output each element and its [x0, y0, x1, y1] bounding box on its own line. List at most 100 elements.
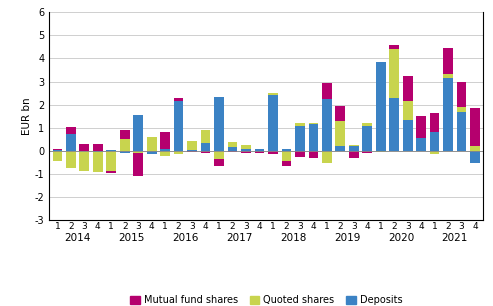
Bar: [187, 150, 197, 151]
Bar: [403, 76, 413, 101]
Bar: [335, 106, 345, 121]
Bar: [389, 49, 399, 98]
Bar: [201, 143, 211, 151]
Bar: [187, 140, 197, 150]
Bar: [106, 150, 116, 151]
Bar: [443, 73, 453, 78]
Bar: [120, 151, 130, 153]
Bar: [174, 98, 183, 101]
Bar: [430, 113, 439, 132]
Bar: [335, 146, 345, 151]
Bar: [389, 98, 399, 151]
Bar: [241, 149, 251, 151]
Text: 2017: 2017: [226, 233, 252, 243]
Bar: [187, 151, 197, 152]
Bar: [268, 95, 278, 151]
Bar: [214, 159, 224, 166]
Bar: [201, 130, 211, 143]
Y-axis label: EUR bn: EUR bn: [22, 98, 32, 135]
Bar: [160, 149, 170, 151]
Text: 2016: 2016: [172, 233, 199, 243]
Bar: [79, 151, 89, 171]
Bar: [457, 107, 466, 112]
Bar: [295, 123, 305, 125]
Legend: Mutual fund shares, Quoted shares, Deposits: Mutual fund shares, Quoted shares, Depos…: [126, 291, 406, 306]
Bar: [362, 151, 372, 153]
Bar: [295, 151, 305, 157]
Bar: [79, 144, 89, 151]
Bar: [214, 97, 224, 151]
Bar: [295, 125, 305, 151]
Bar: [322, 151, 332, 162]
Bar: [214, 151, 224, 159]
Bar: [282, 161, 291, 166]
Bar: [430, 132, 439, 151]
Bar: [147, 137, 157, 151]
Bar: [147, 151, 157, 155]
Bar: [416, 138, 426, 151]
Bar: [106, 171, 116, 173]
Bar: [282, 149, 291, 151]
Text: 2021: 2021: [442, 233, 468, 243]
Bar: [430, 151, 439, 155]
Bar: [241, 145, 251, 149]
Bar: [443, 78, 453, 151]
Bar: [322, 83, 332, 99]
Bar: [376, 151, 386, 152]
Bar: [268, 151, 278, 155]
Bar: [228, 151, 238, 152]
Bar: [349, 145, 358, 146]
Bar: [53, 150, 62, 151]
Bar: [470, 146, 480, 151]
Bar: [228, 147, 238, 151]
Bar: [403, 120, 413, 151]
Text: 2018: 2018: [280, 233, 306, 243]
Text: 2019: 2019: [334, 233, 360, 243]
Bar: [241, 151, 251, 153]
Text: 2020: 2020: [388, 233, 414, 243]
Bar: [134, 153, 143, 176]
Bar: [93, 151, 103, 152]
Bar: [66, 151, 76, 168]
Bar: [443, 48, 453, 73]
Bar: [53, 151, 62, 161]
Bar: [416, 116, 426, 138]
Bar: [228, 142, 238, 147]
Bar: [389, 45, 399, 49]
Bar: [160, 132, 170, 149]
Bar: [66, 127, 76, 134]
Bar: [134, 151, 143, 153]
Bar: [309, 123, 318, 124]
Bar: [174, 101, 183, 151]
Bar: [322, 99, 332, 151]
Bar: [106, 151, 116, 171]
Bar: [403, 101, 413, 120]
Bar: [93, 144, 103, 151]
Bar: [254, 151, 264, 153]
Bar: [254, 149, 264, 151]
Bar: [120, 140, 130, 151]
Bar: [349, 151, 358, 158]
Bar: [470, 151, 480, 162]
Bar: [201, 151, 211, 153]
Bar: [362, 123, 372, 125]
Bar: [93, 152, 103, 172]
Bar: [457, 82, 466, 107]
Bar: [53, 149, 62, 150]
Text: 2015: 2015: [118, 233, 144, 243]
Bar: [174, 151, 183, 155]
Bar: [134, 115, 143, 151]
Bar: [349, 146, 358, 151]
Bar: [309, 151, 318, 158]
Bar: [66, 134, 76, 151]
Text: 2014: 2014: [65, 233, 91, 243]
Bar: [362, 125, 372, 151]
Bar: [268, 93, 278, 95]
Bar: [376, 62, 386, 151]
Bar: [282, 151, 291, 161]
Bar: [470, 108, 480, 146]
Bar: [335, 121, 345, 146]
Bar: [309, 124, 318, 151]
Bar: [120, 130, 130, 140]
Bar: [457, 112, 466, 151]
